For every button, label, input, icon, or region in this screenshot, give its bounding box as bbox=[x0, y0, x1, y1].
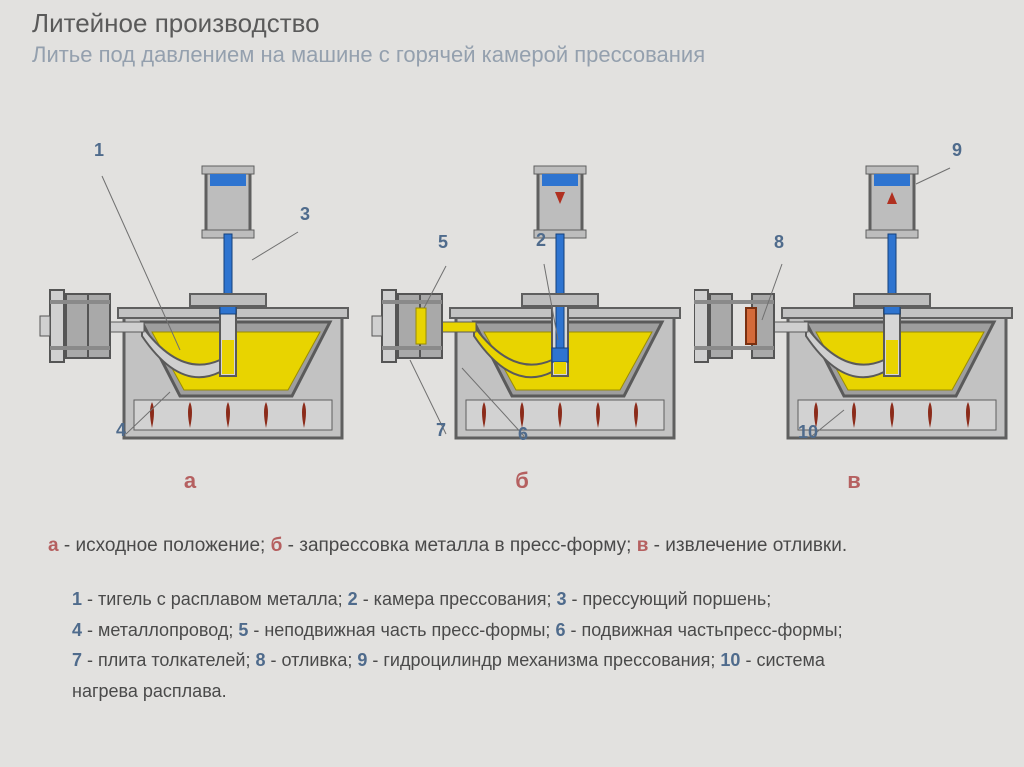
legend-num: 9 bbox=[357, 650, 367, 670]
legend-num: 5 bbox=[238, 620, 248, 640]
svg-text:5: 5 bbox=[438, 232, 448, 252]
diagram-row: 1 3 4 а 5 2 7 6 б 9 8 10 в bbox=[0, 140, 1024, 500]
stage-b-svg: 5 2 7 6 bbox=[362, 140, 682, 470]
svg-text:10: 10 bbox=[798, 422, 818, 442]
svg-text:3: 3 bbox=[300, 204, 310, 224]
legend-num: 6 bbox=[555, 620, 565, 640]
legend-line: 7 - плита толкателей; 8 - отливка; 9 - г… bbox=[72, 645, 964, 676]
legend-line: 1 - тигель с расплавом металла; 2 - каме… bbox=[72, 584, 964, 615]
stage-c-letter: в bbox=[694, 468, 1014, 494]
legend-text: - подвижная частьпресс-формы; bbox=[565, 620, 842, 640]
stage-b: 5 2 7 6 б bbox=[362, 140, 682, 500]
svg-text:2: 2 bbox=[536, 230, 546, 250]
svg-text:7: 7 bbox=[436, 420, 446, 440]
stage-c: 9 8 10 в bbox=[694, 140, 1014, 500]
stage-b-letter: б bbox=[362, 468, 682, 494]
stage-a: 1 3 4 а bbox=[30, 140, 350, 500]
legend-num: 8 bbox=[255, 650, 265, 670]
legend-text: - камера прессования; bbox=[358, 589, 557, 609]
legend-text: - плита толкателей; bbox=[82, 650, 255, 670]
caption-text: - запрессовка металла в пресс-форму; bbox=[282, 535, 636, 556]
page-title: Литейное производство bbox=[32, 8, 320, 39]
legend-line: 4 - металлопровод; 5 - неподвижная часть… bbox=[72, 615, 964, 646]
legend-text: - система bbox=[740, 650, 825, 670]
legend-num: 2 bbox=[348, 589, 358, 609]
legend-num: 3 bbox=[556, 589, 566, 609]
legend-line: нагрева расплава. bbox=[72, 676, 964, 707]
caption-key: б bbox=[271, 535, 283, 556]
legend-text: - отливка; bbox=[265, 650, 357, 670]
legend-text: - тигель с расплавом металла; bbox=[82, 589, 348, 609]
stage-a-svg: 1 3 4 bbox=[30, 140, 350, 470]
legend-num: 7 bbox=[72, 650, 82, 670]
legend-text: - прессующий поршень; bbox=[567, 589, 772, 609]
stage-a-letter: а bbox=[30, 468, 350, 494]
legend-text: - гидроцилиндр механизма прессования; bbox=[367, 650, 720, 670]
svg-text:8: 8 bbox=[774, 232, 784, 252]
svg-text:1: 1 bbox=[94, 140, 104, 160]
legend-text: - неподвижная часть пресс-формы; bbox=[248, 620, 555, 640]
legend-num: 4 bbox=[72, 620, 82, 640]
caption: а - исходное положение; б - запрессовка … bbox=[48, 536, 847, 557]
legend: 1 - тигель с расплавом металла; 2 - каме… bbox=[72, 584, 964, 706]
legend-text: - металлопровод; bbox=[82, 620, 238, 640]
legend-num: 1 bbox=[72, 589, 82, 609]
caption-text: - исходное положение; bbox=[59, 535, 271, 556]
caption-text: - извлечение отливки. bbox=[648, 535, 847, 556]
caption-key: а bbox=[48, 535, 59, 556]
legend-text: нагрева расплава. bbox=[72, 681, 227, 701]
caption-key: в bbox=[637, 535, 649, 556]
svg-text:6: 6 bbox=[518, 424, 528, 444]
stage-c-svg: 9 8 10 bbox=[694, 140, 1014, 470]
svg-text:4: 4 bbox=[116, 420, 126, 440]
svg-text:9: 9 bbox=[952, 140, 962, 160]
page-subtitle: Литье под давлением на машине с горячей … bbox=[32, 42, 705, 68]
legend-num: 10 bbox=[720, 650, 740, 670]
